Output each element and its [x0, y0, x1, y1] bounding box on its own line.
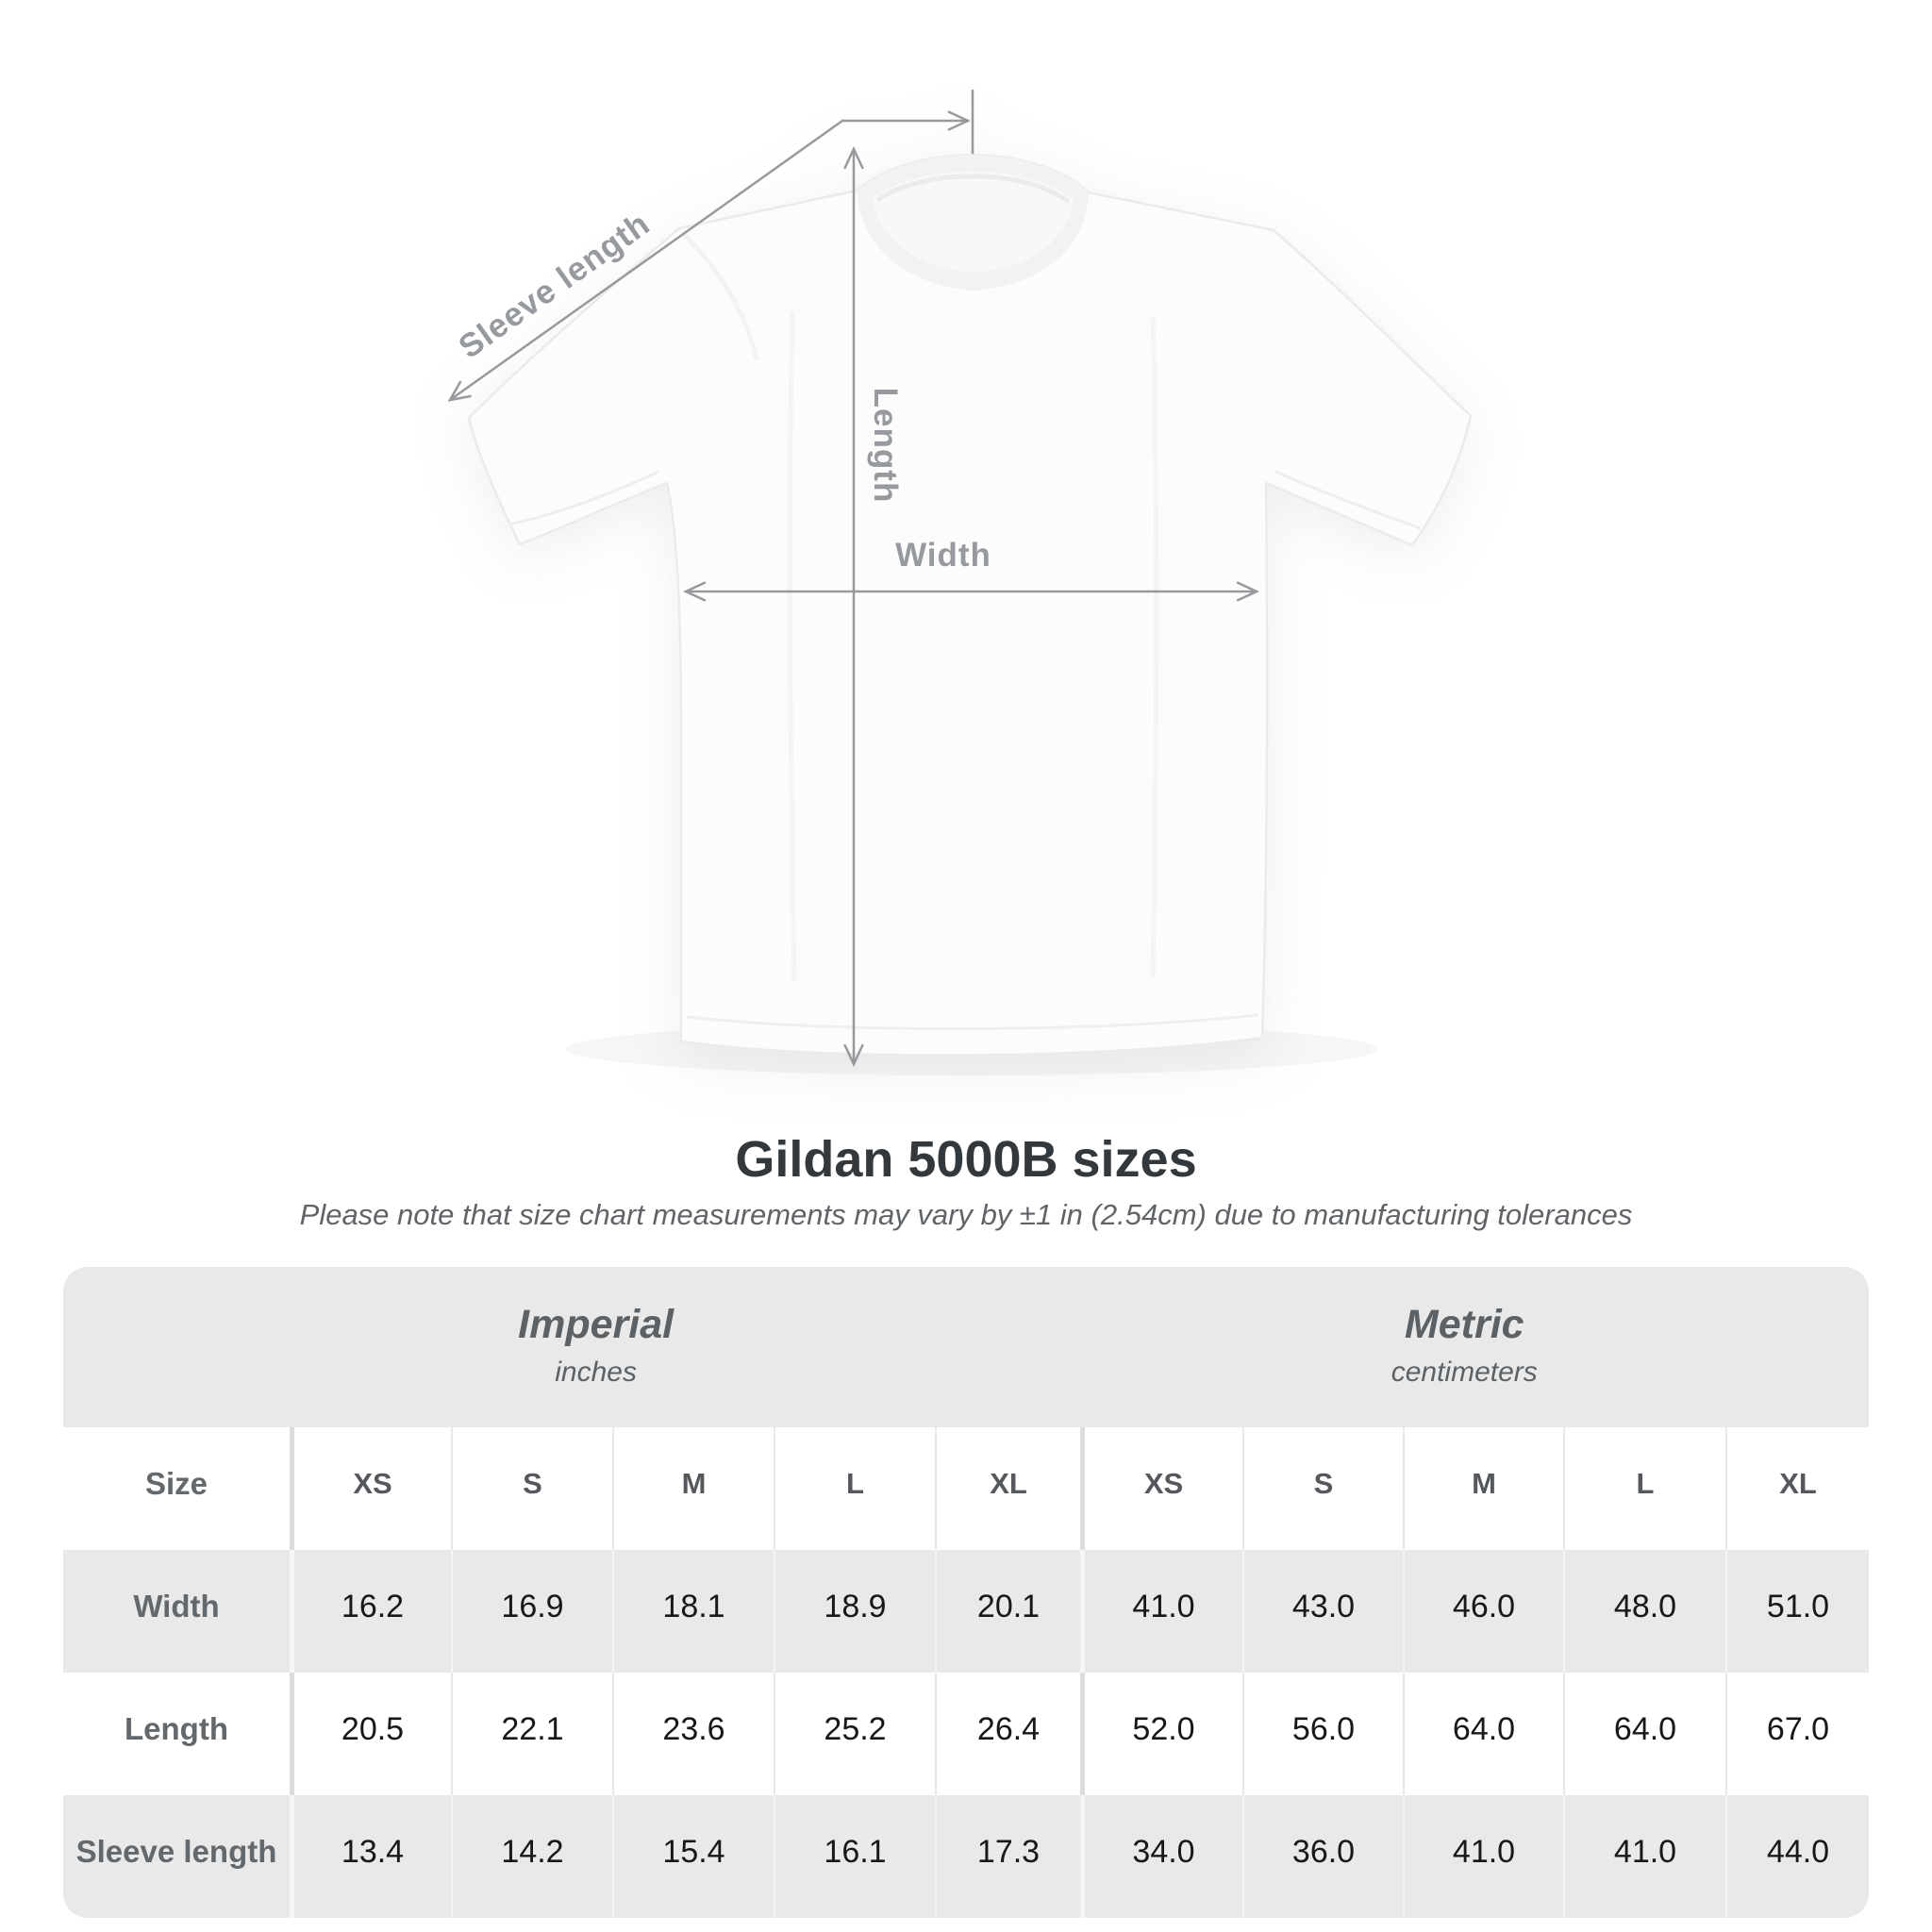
length-top-arrowhead [843, 146, 864, 170]
imperial-unit: inches [555, 1357, 637, 1389]
right-cuff-seam [1274, 470, 1422, 530]
neck-opening [873, 171, 1074, 273]
value-cell: 18.9 [774, 1550, 935, 1673]
value-cell: 13.4 [290, 1795, 451, 1918]
metric-header: Metric centimeters [1391, 1302, 1538, 1389]
size-table: Imperial inches Metric centimeters Size … [63, 1267, 1869, 1918]
size-header-s-metric: S [1242, 1427, 1403, 1550]
value-cell: 15.4 [612, 1795, 774, 1918]
size-header-xs-imperial: XS [290, 1427, 451, 1550]
value-cell: 56.0 [1242, 1673, 1403, 1795]
value-cell: 41.0 [1563, 1795, 1725, 1918]
size-column-header: Size [63, 1427, 290, 1550]
value-cell: 36.0 [1242, 1795, 1403, 1918]
value-cell: 20.1 [935, 1550, 1080, 1673]
collar-arrowhead [947, 110, 971, 131]
value-cell: 20.5 [290, 1673, 451, 1795]
imperial-header: Imperial inches [518, 1302, 674, 1389]
length-label: Length [867, 387, 904, 504]
size-header-xl-imperial: XL [935, 1427, 1080, 1550]
tolerance-note: Please note that size chart measurements… [299, 1198, 1633, 1231]
size-header-l-metric: L [1563, 1427, 1725, 1550]
width-right-arrowhead [1236, 581, 1259, 602]
value-cell: 26.4 [935, 1673, 1080, 1795]
width-left-arrowhead [683, 581, 707, 602]
value-cell: 52.0 [1080, 1673, 1242, 1795]
imperial-title: Imperial [518, 1302, 675, 1348]
tshirt-measurement-diagram [447, 89, 1473, 1067]
units-header-band: Imperial inches Metric centimeters [63, 1267, 1869, 1427]
value-cell: 25.2 [774, 1673, 935, 1795]
row-label-width: Width [63, 1550, 290, 1673]
row-label-sleeve-length: Sleeve length [63, 1795, 290, 1918]
value-cell: 18.1 [612, 1550, 774, 1673]
value-cell: 16.9 [451, 1550, 612, 1673]
left-cuff-seam [508, 470, 659, 526]
size-header-xl-metric: XL [1725, 1427, 1869, 1550]
value-cell: 14.2 [451, 1795, 612, 1918]
value-cell: 23.6 [612, 1673, 774, 1795]
value-cell: 16.1 [774, 1795, 935, 1918]
tshirt-body [467, 154, 1473, 1057]
metric-title: Metric [1404, 1302, 1524, 1348]
length-bottom-arrowhead [843, 1043, 864, 1067]
fabric-crease [1150, 315, 1159, 977]
size-header-s-imperial: S [451, 1427, 612, 1550]
collar-inner-shadow [875, 174, 1071, 205]
hem-seam [686, 1013, 1259, 1031]
sleeve-length-measure-line [448, 119, 970, 402]
value-cell: 41.0 [1080, 1550, 1242, 1673]
value-cell: 43.0 [1242, 1550, 1403, 1673]
value-cell: 22.1 [451, 1673, 612, 1795]
size-header-l-imperial: L [774, 1427, 935, 1550]
width-label: Width [895, 537, 991, 574]
fabric-crease [787, 310, 797, 982]
value-cell: 44.0 [1725, 1795, 1869, 1918]
value-cell: 16.2 [290, 1550, 451, 1673]
size-header-m-imperial: M [612, 1427, 774, 1550]
value-cell: 64.0 [1563, 1673, 1725, 1795]
metric-unit: centimeters [1391, 1357, 1538, 1389]
value-cell: 67.0 [1725, 1673, 1869, 1795]
row-label-length: Length [63, 1673, 290, 1795]
value-cell: 41.0 [1403, 1795, 1563, 1918]
value-cell: 48.0 [1563, 1550, 1725, 1673]
sleeve-length-arrowhead [447, 380, 472, 402]
size-header-xs-metric: XS [1080, 1427, 1242, 1550]
page-title: Gildan 5000B sizes [735, 1131, 1197, 1188]
value-cell: 17.3 [935, 1795, 1080, 1918]
value-cell: 64.0 [1403, 1673, 1563, 1795]
size-header-m-metric: M [1403, 1427, 1563, 1550]
value-cell: 46.0 [1403, 1550, 1563, 1673]
size-grid: Size XS S M L XL XS S M L XL Width 16.2 … [63, 1427, 1869, 1918]
shoulder-crease [681, 232, 759, 361]
value-cell: 51.0 [1725, 1550, 1869, 1673]
value-cell: 34.0 [1080, 1795, 1242, 1918]
